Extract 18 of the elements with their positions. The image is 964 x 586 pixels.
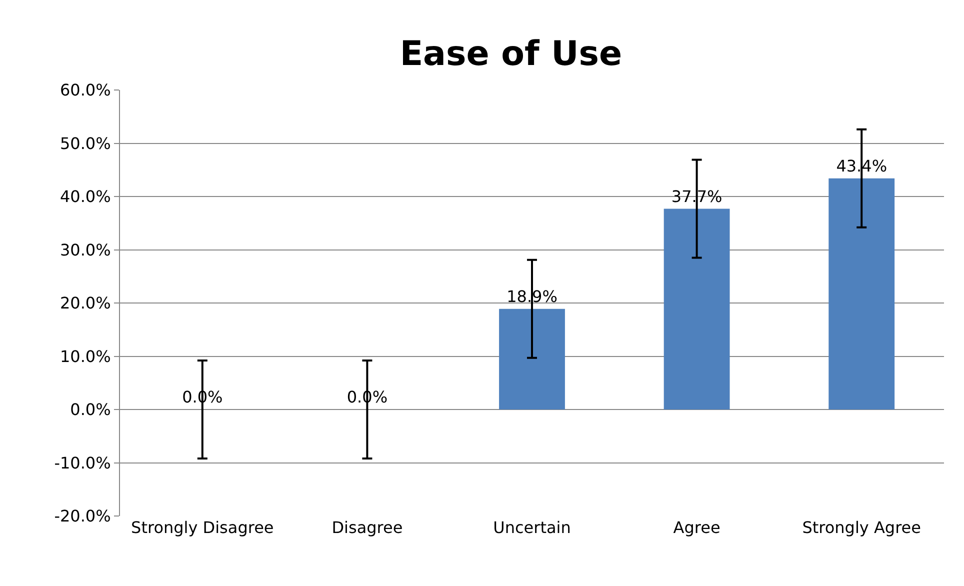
y-tick-label: 60.0% <box>60 80 111 100</box>
bar <box>664 208 730 410</box>
y-tick-label: 30.0% <box>60 240 111 260</box>
bar <box>828 178 895 410</box>
x-tick-label: Strongly Disagree <box>131 518 274 537</box>
y-tick-label: 50.0% <box>60 134 111 153</box>
y-tick-label: -20.0% <box>54 506 111 526</box>
bar <box>499 308 565 410</box>
x-tick-label: Uncertain <box>493 518 571 537</box>
y-tick-label: 0.0% <box>70 400 111 420</box>
x-tick-label: Agree <box>673 518 720 537</box>
y-tick-label: -10.0% <box>54 453 111 472</box>
y-tick-label: 20.0% <box>60 294 111 313</box>
y-tick-label: 10.0% <box>60 346 111 366</box>
x-tick-label: Strongly Agree <box>802 518 921 537</box>
x-tick-label: Disagree <box>332 518 403 537</box>
chart-title: Ease of Use <box>400 34 622 74</box>
y-tick-label: 40.0% <box>60 187 111 206</box>
